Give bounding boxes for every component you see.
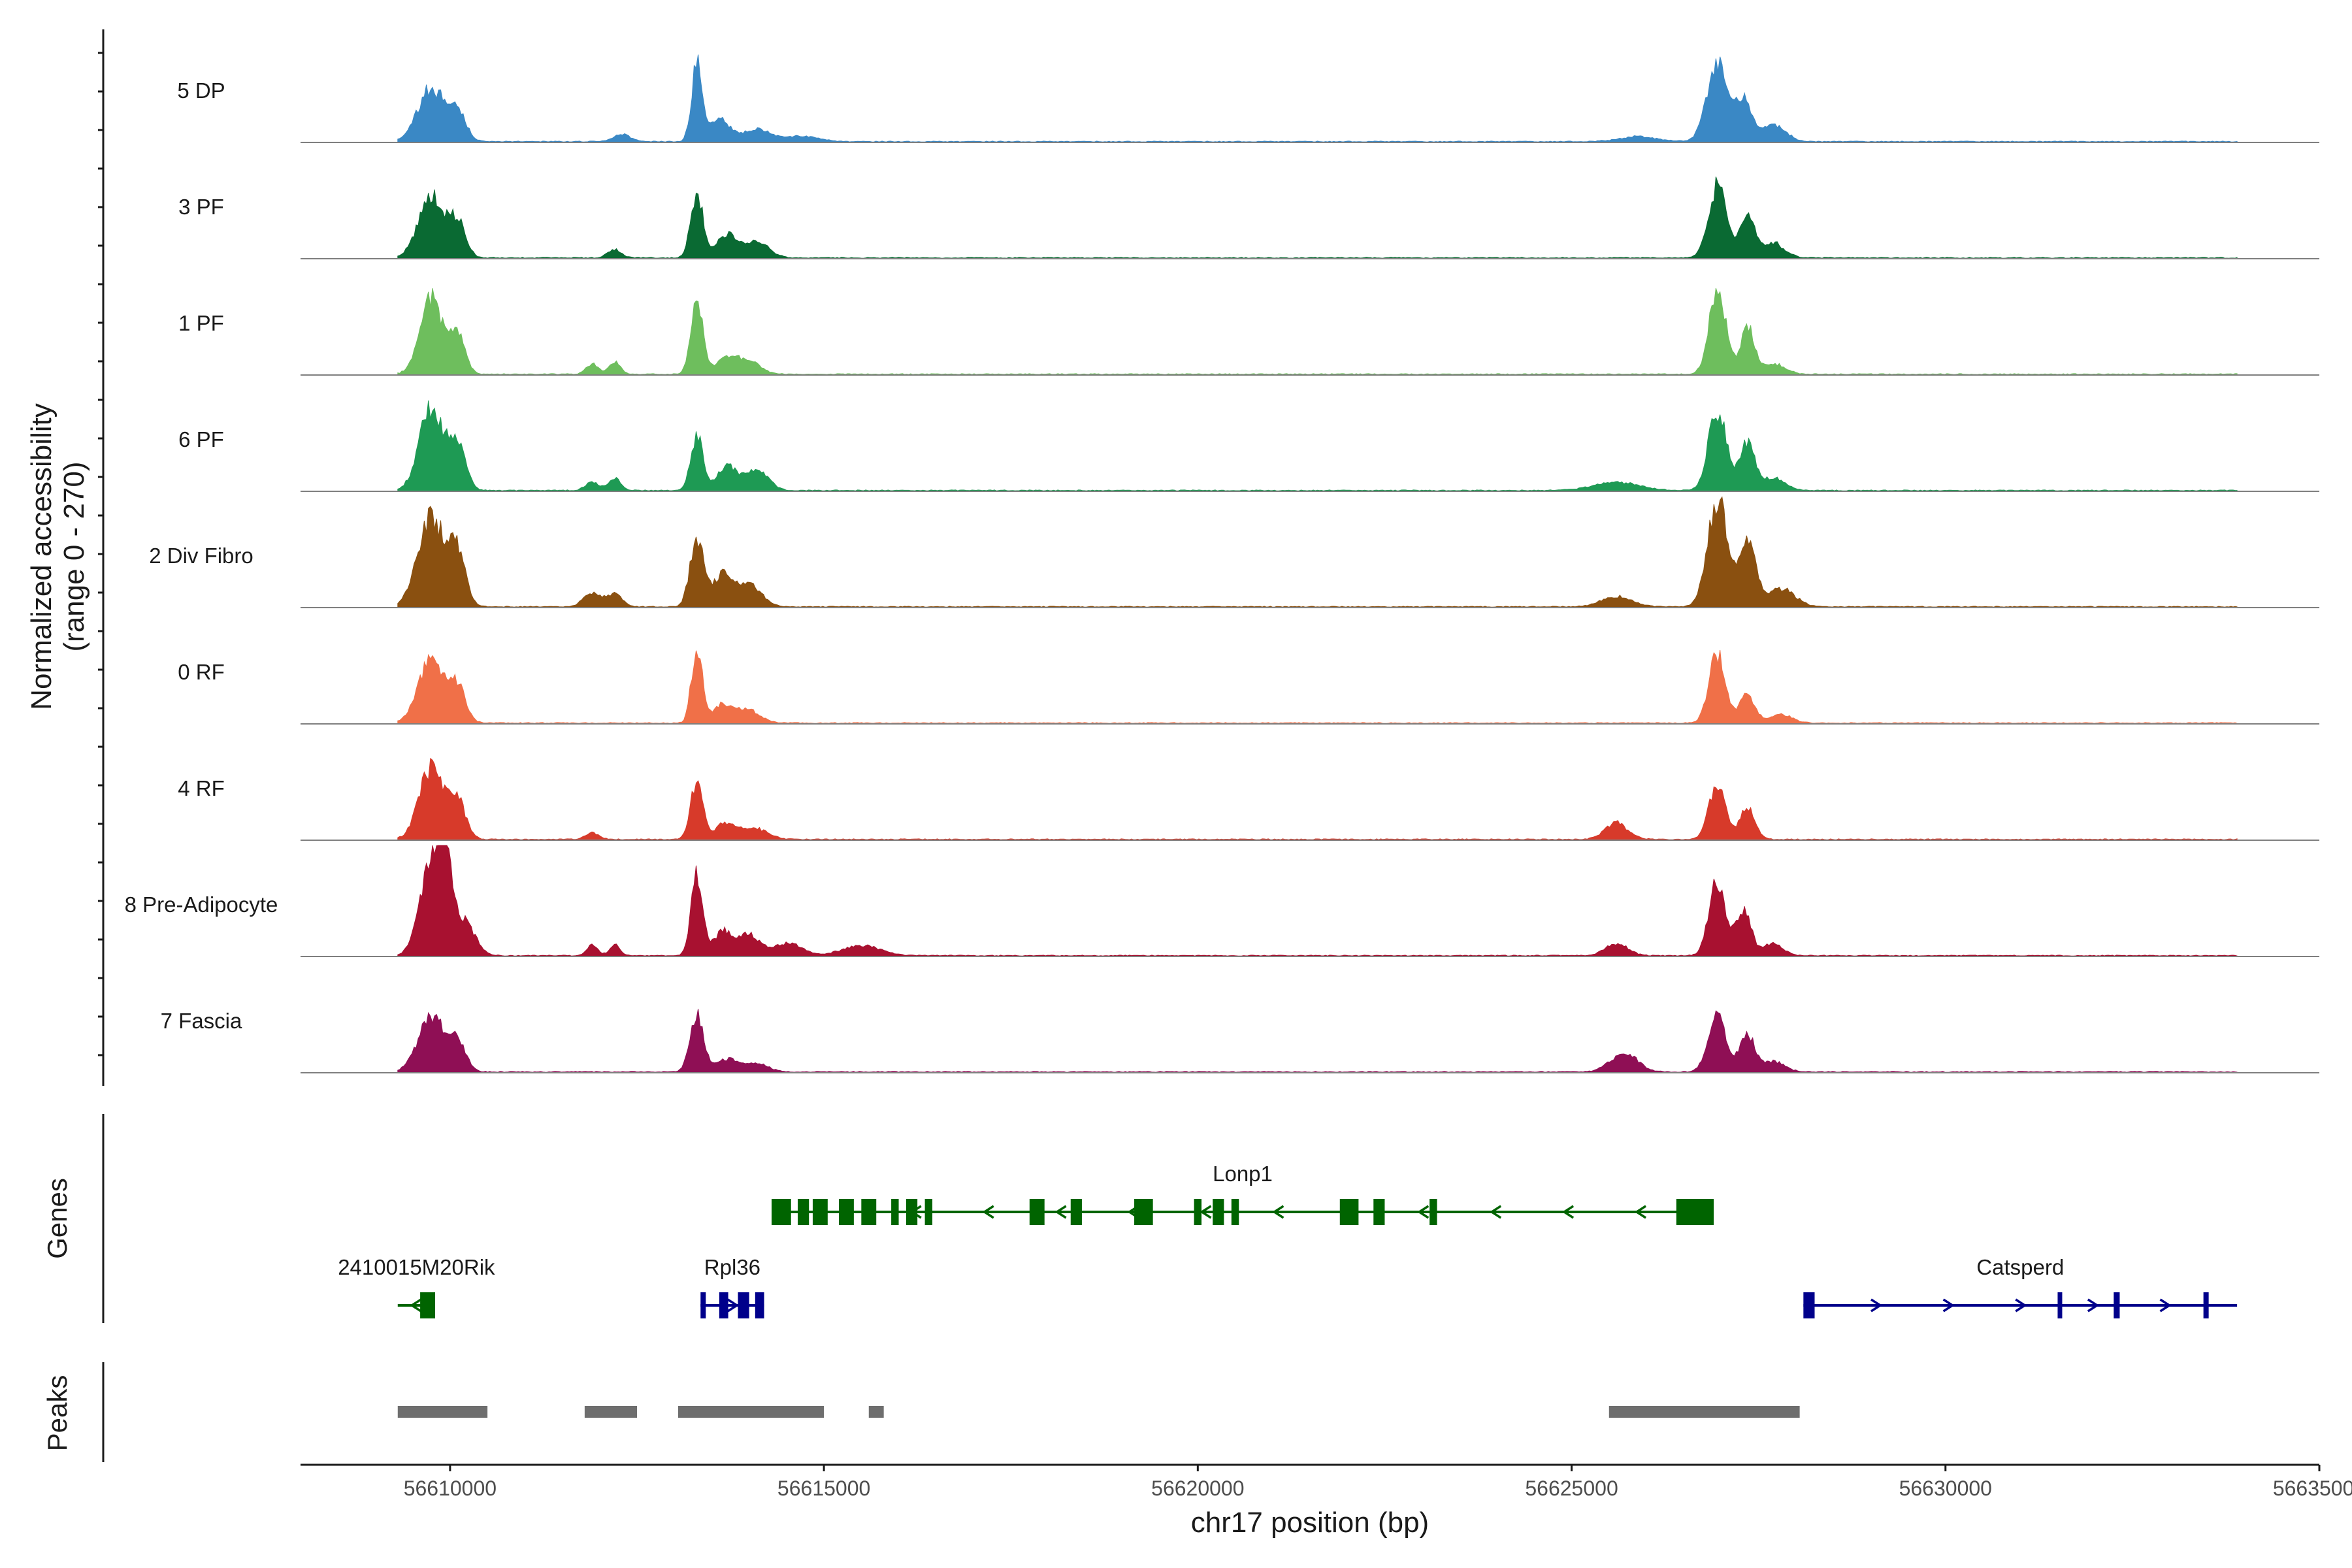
x-tick-label: 56635000: [2273, 1477, 2352, 1500]
exon-block: [738, 1292, 749, 1318]
peak-region: [1609, 1406, 1800, 1418]
peaks-panel: [397, 1406, 1800, 1418]
peak-region: [584, 1406, 637, 1418]
exon-block: [1029, 1199, 1045, 1225]
exon-block: [1231, 1199, 1239, 1225]
x-tick-label: 56615000: [777, 1477, 870, 1500]
exon-block: [1803, 1292, 1815, 1318]
gene-label: Lonp1: [1213, 1162, 1273, 1186]
genes-panel: Lonp1 2410015M20Rik Rpl36 Catsperd: [338, 1162, 2238, 1318]
gene-label: Catsperd: [1976, 1255, 2064, 1279]
coverage-track: 3 PF: [178, 176, 2319, 259]
gene-label: 2410015M20Rik: [338, 1255, 495, 1279]
x-tick-label: 56620000: [1151, 1477, 1244, 1500]
exon-block: [1429, 1199, 1437, 1225]
exon-block: [906, 1199, 918, 1225]
coverage-area: [397, 496, 2238, 608]
peak-region: [397, 1406, 488, 1418]
coverage-area: [397, 1009, 2238, 1073]
gene-model: Lonp1: [772, 1162, 1714, 1225]
strand-arrow: [1870, 1298, 1883, 1313]
y-axis-title: Normalized accessibility: [25, 403, 57, 710]
coverage-track: 8 Pre-Adipocyte: [125, 845, 2319, 957]
coverage-track: 1 PF: [178, 287, 2319, 376]
exon-block: [420, 1292, 435, 1318]
exon-block: [1134, 1199, 1153, 1225]
strand-arrow: [1942, 1298, 1955, 1313]
strand-arrow: [727, 1298, 740, 1313]
strand-arrow: [1489, 1205, 1502, 1219]
x-tick-label: 56610000: [404, 1477, 497, 1500]
track-label: 6 PF: [178, 427, 224, 451]
track-label: 7 Fascia: [161, 1009, 242, 1033]
exon-block: [1213, 1199, 1224, 1225]
strand-arrow: [1561, 1205, 1575, 1219]
coverage-area: [397, 54, 2238, 143]
coverage-tracks: 5 DP 3 PF 1 PF 6 PF 2 Div Fibro 0 RF 4 RF 8 Pre…: [125, 54, 2319, 1073]
strand-arrow: [982, 1205, 994, 1219]
exon-block: [1070, 1199, 1082, 1225]
coverage-area: [397, 649, 2238, 725]
strand-arrow: [1054, 1205, 1067, 1219]
exon-block: [839, 1199, 854, 1225]
track-label: 2 Div Fibro: [149, 544, 253, 568]
gene-model: Rpl36: [700, 1255, 764, 1318]
gene-model: Catsperd: [1803, 1255, 2238, 1318]
track-label: 4 RF: [178, 776, 225, 800]
exon-block: [924, 1199, 933, 1225]
coverage-area: [397, 757, 2238, 841]
exon-block: [2203, 1292, 2209, 1318]
coverage-y-axis: [98, 29, 105, 1086]
coverage-track: 4 RF: [178, 757, 2319, 841]
coverage-track: 5 DP: [177, 54, 2319, 143]
coverage-track: 7 Fascia: [161, 1009, 2319, 1073]
track-label: 3 PF: [178, 195, 224, 219]
peaks-panel-title: Peaks: [42, 1375, 73, 1452]
coverage-area: [397, 176, 2238, 259]
gene-label: Rpl36: [704, 1255, 760, 1279]
strand-arrow: [2087, 1298, 2100, 1313]
coverage-track: 2 Div Fibro: [149, 496, 2319, 608]
strand-arrow: [2159, 1298, 2172, 1313]
exon-block: [861, 1199, 877, 1225]
coverage-track: 0 RF: [178, 649, 2319, 725]
gene-model: 2410015M20Rik: [338, 1255, 495, 1318]
x-axis: 56610000 56615000 56620000 56625000 56630000…: [301, 1463, 2352, 1500]
y-axis-range: (range 0 - 270): [58, 461, 90, 651]
strand-arrow: [1417, 1205, 1429, 1219]
exon-block: [2114, 1292, 2120, 1318]
track-label: 1 PF: [178, 311, 224, 335]
strand-arrow: [2015, 1298, 2027, 1313]
exon-block: [2057, 1292, 2063, 1318]
track-label: 5 DP: [177, 78, 225, 103]
coverage-track: 6 PF: [178, 400, 2319, 492]
coverage-area: [397, 845, 2238, 957]
track-label: 8 Pre-Adipocyte: [125, 892, 278, 917]
genes-panel-title: Genes: [42, 1178, 73, 1259]
track-label: 0 RF: [178, 660, 225, 684]
exon-block: [891, 1199, 899, 1225]
coverage-area: [397, 400, 2238, 492]
x-tick-label: 56625000: [1525, 1477, 1618, 1500]
peak-region: [678, 1406, 825, 1418]
exon-block: [798, 1199, 809, 1225]
exon-block: [755, 1292, 764, 1318]
exon-block: [1339, 1199, 1359, 1225]
exon-block: [772, 1199, 791, 1225]
exon-block: [1194, 1199, 1202, 1225]
exon-block: [700, 1292, 706, 1318]
exon-block: [719, 1292, 728, 1318]
x-axis-title: chr17 position (bp): [1191, 1507, 1429, 1539]
peak-region: [868, 1406, 884, 1418]
strand-arrow: [1634, 1205, 1647, 1219]
strand-arrow: [1272, 1205, 1284, 1219]
exon-block: [812, 1199, 828, 1225]
exon-block: [1676, 1199, 1714, 1225]
coverage-area: [397, 287, 2238, 376]
x-tick-label: 56630000: [1899, 1477, 1992, 1500]
strand-arrow: [1200, 1205, 1212, 1219]
exon-block: [1373, 1199, 1385, 1225]
strand-arrow: [410, 1298, 422, 1313]
